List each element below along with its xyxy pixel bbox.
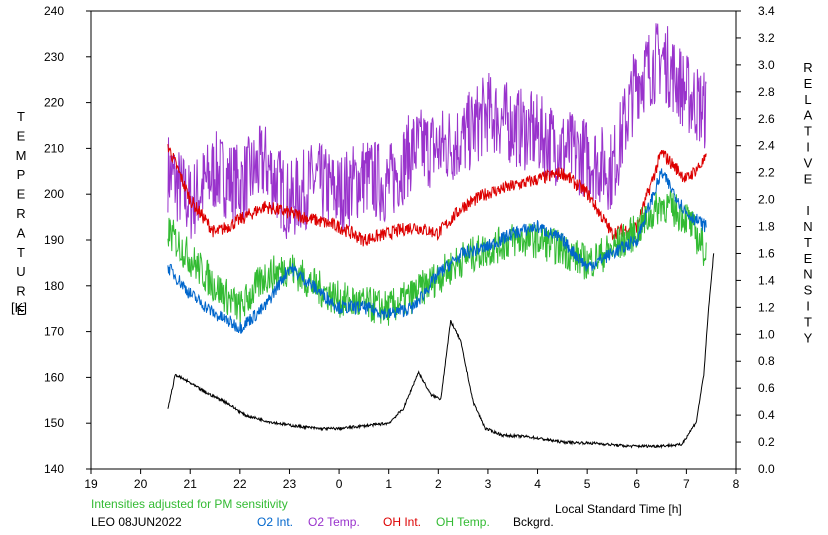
x-tick-label: 19 bbox=[84, 477, 98, 491]
y-right-tick-label: 2.0 bbox=[758, 193, 775, 207]
x-tick-label: 4 bbox=[534, 477, 541, 491]
series-line-o2-temp bbox=[167, 23, 707, 239]
y-right-tick-label: 2.2 bbox=[758, 166, 775, 180]
y-right-tick-label: 2.8 bbox=[758, 85, 775, 99]
y-left-tick-label: 190 bbox=[44, 233, 64, 247]
series-line-bckgrd bbox=[167, 253, 715, 450]
x-tick-label: 6 bbox=[633, 477, 640, 491]
x-tick-label: 2 bbox=[435, 477, 442, 491]
y-left-tick-label: 220 bbox=[44, 96, 64, 110]
legend-entry: OH Int. bbox=[383, 515, 421, 529]
y-right-tick-label: 3.4 bbox=[758, 4, 775, 18]
series-line-oh-temp bbox=[167, 190, 707, 326]
y-right-tick-label: 2.6 bbox=[758, 112, 775, 126]
y-left-tick-label: 170 bbox=[44, 325, 64, 339]
y-left-tick-label: 150 bbox=[44, 416, 64, 430]
y-left-tick-label: 200 bbox=[44, 187, 64, 201]
x-tick-label: 22 bbox=[233, 477, 247, 491]
sensitivity-note: Intensities adjusted for PM sensitivity bbox=[91, 497, 288, 511]
y-right-tick-label: 0.0 bbox=[758, 462, 775, 476]
legend-entry: Bckgrd. bbox=[513, 515, 554, 529]
y-right-tick-label: 1.0 bbox=[758, 327, 775, 341]
left-axis-unit: [K] bbox=[11, 300, 27, 315]
legend-entry: O2 Temp. bbox=[308, 515, 360, 529]
x-tick-label: 20 bbox=[134, 477, 148, 491]
y-left-tick-label: 160 bbox=[44, 370, 64, 384]
y-right-tick-label: 2.4 bbox=[758, 139, 775, 153]
y-left-tick-label: 140 bbox=[44, 462, 64, 476]
y-right-tick-label: 0.6 bbox=[758, 381, 775, 395]
y-right-tick-label: 1.6 bbox=[758, 246, 775, 260]
legend-entry: OH Temp. bbox=[436, 515, 490, 529]
legend-entry: O2 Int. bbox=[257, 515, 293, 529]
x-tick-label: 8 bbox=[733, 477, 740, 491]
y-right-tick-label: 0.8 bbox=[758, 354, 775, 368]
y-left-tick-label: 210 bbox=[44, 141, 64, 155]
y-right-tick-label: 3.2 bbox=[758, 31, 775, 45]
y-left-tick-label: 180 bbox=[44, 279, 64, 293]
x-tick-label: 21 bbox=[184, 477, 198, 491]
x-tick-label: 1 bbox=[385, 477, 392, 491]
x-tick-label: 3 bbox=[485, 477, 492, 491]
y-right-tick-label: 1.2 bbox=[758, 300, 775, 314]
x-tick-label: 5 bbox=[584, 477, 591, 491]
series-line-o2-int bbox=[167, 168, 707, 334]
y-left-tick-label: 230 bbox=[44, 50, 64, 64]
x-tick-label: 0 bbox=[336, 477, 343, 491]
station-date-label: LEO 08JUN2022 bbox=[91, 515, 182, 529]
series-line-oh-int bbox=[167, 144, 707, 247]
y-right-tick-label: 3.0 bbox=[758, 58, 775, 72]
y-right-tick-label: 1.4 bbox=[758, 273, 775, 287]
y-right-tick-label: 0.4 bbox=[758, 408, 775, 422]
x-tick-label: 23 bbox=[283, 477, 297, 491]
y-right-tick-label: 0.2 bbox=[758, 435, 775, 449]
x-axis-title: Local Standard Time [h] bbox=[555, 502, 682, 516]
y-left-tick-label: 240 bbox=[44, 4, 64, 18]
x-tick-label: 7 bbox=[683, 477, 690, 491]
y-right-tick-label: 1.8 bbox=[758, 220, 775, 234]
